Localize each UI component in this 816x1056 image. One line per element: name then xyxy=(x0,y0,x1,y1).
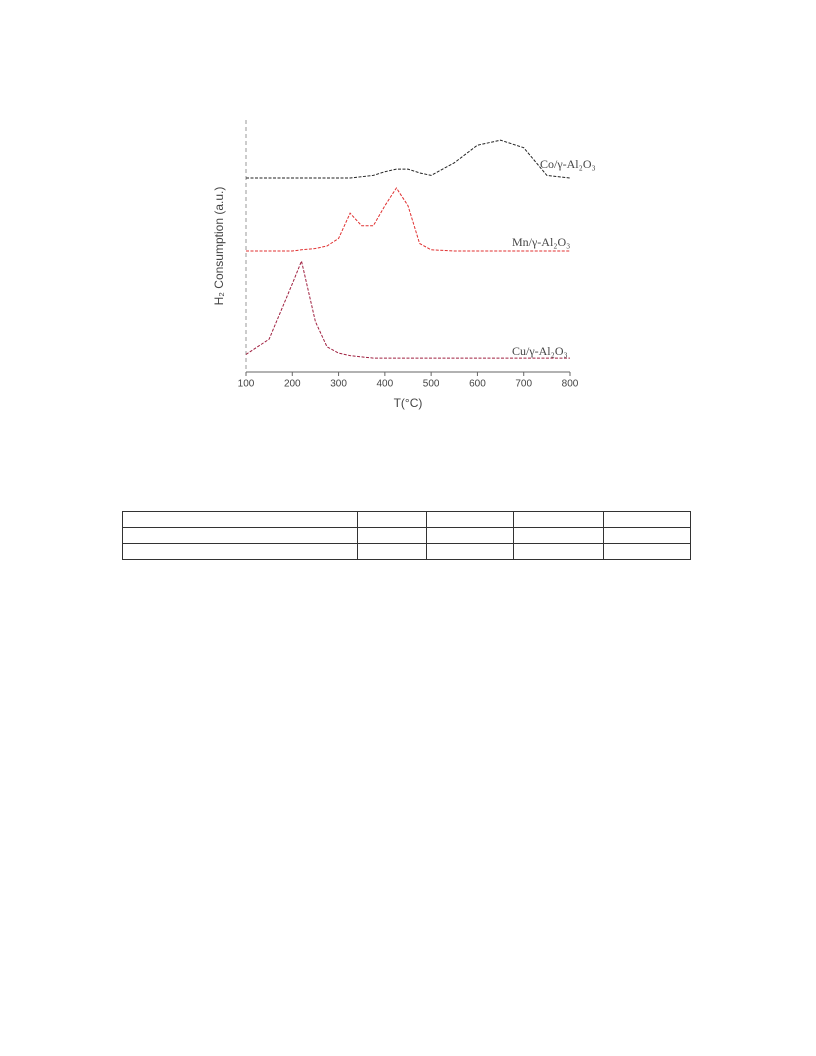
series-label: Mn/γ-Al₂O₃ xyxy=(512,235,570,249)
x-tick-label: 600 xyxy=(469,379,486,390)
x-tick-label: 700 xyxy=(515,379,532,390)
x-tick-label: 800 xyxy=(562,379,579,390)
table xyxy=(122,511,691,560)
x-tick-label: 200 xyxy=(284,379,301,390)
x-tick-label: 400 xyxy=(377,379,394,390)
series-label: Cu/γ-Al₂O₃ xyxy=(512,344,568,358)
series-line xyxy=(246,139,571,179)
series-label: Co/γ-Al₂O₃ xyxy=(540,157,596,171)
chart: T(°C) H₂ Consumption (a.u.) 100 200 300 400… xyxy=(212,120,596,410)
y-axis-label: H₂ Consumption (a.u.) xyxy=(212,187,226,306)
x-tick-label: 500 xyxy=(423,379,440,390)
x-tick-label: 100 xyxy=(238,379,255,390)
x-axis-label: T(°C) xyxy=(394,396,423,410)
series-line xyxy=(246,187,570,252)
series-line xyxy=(245,259,570,359)
x-tick-label: 300 xyxy=(330,379,347,390)
